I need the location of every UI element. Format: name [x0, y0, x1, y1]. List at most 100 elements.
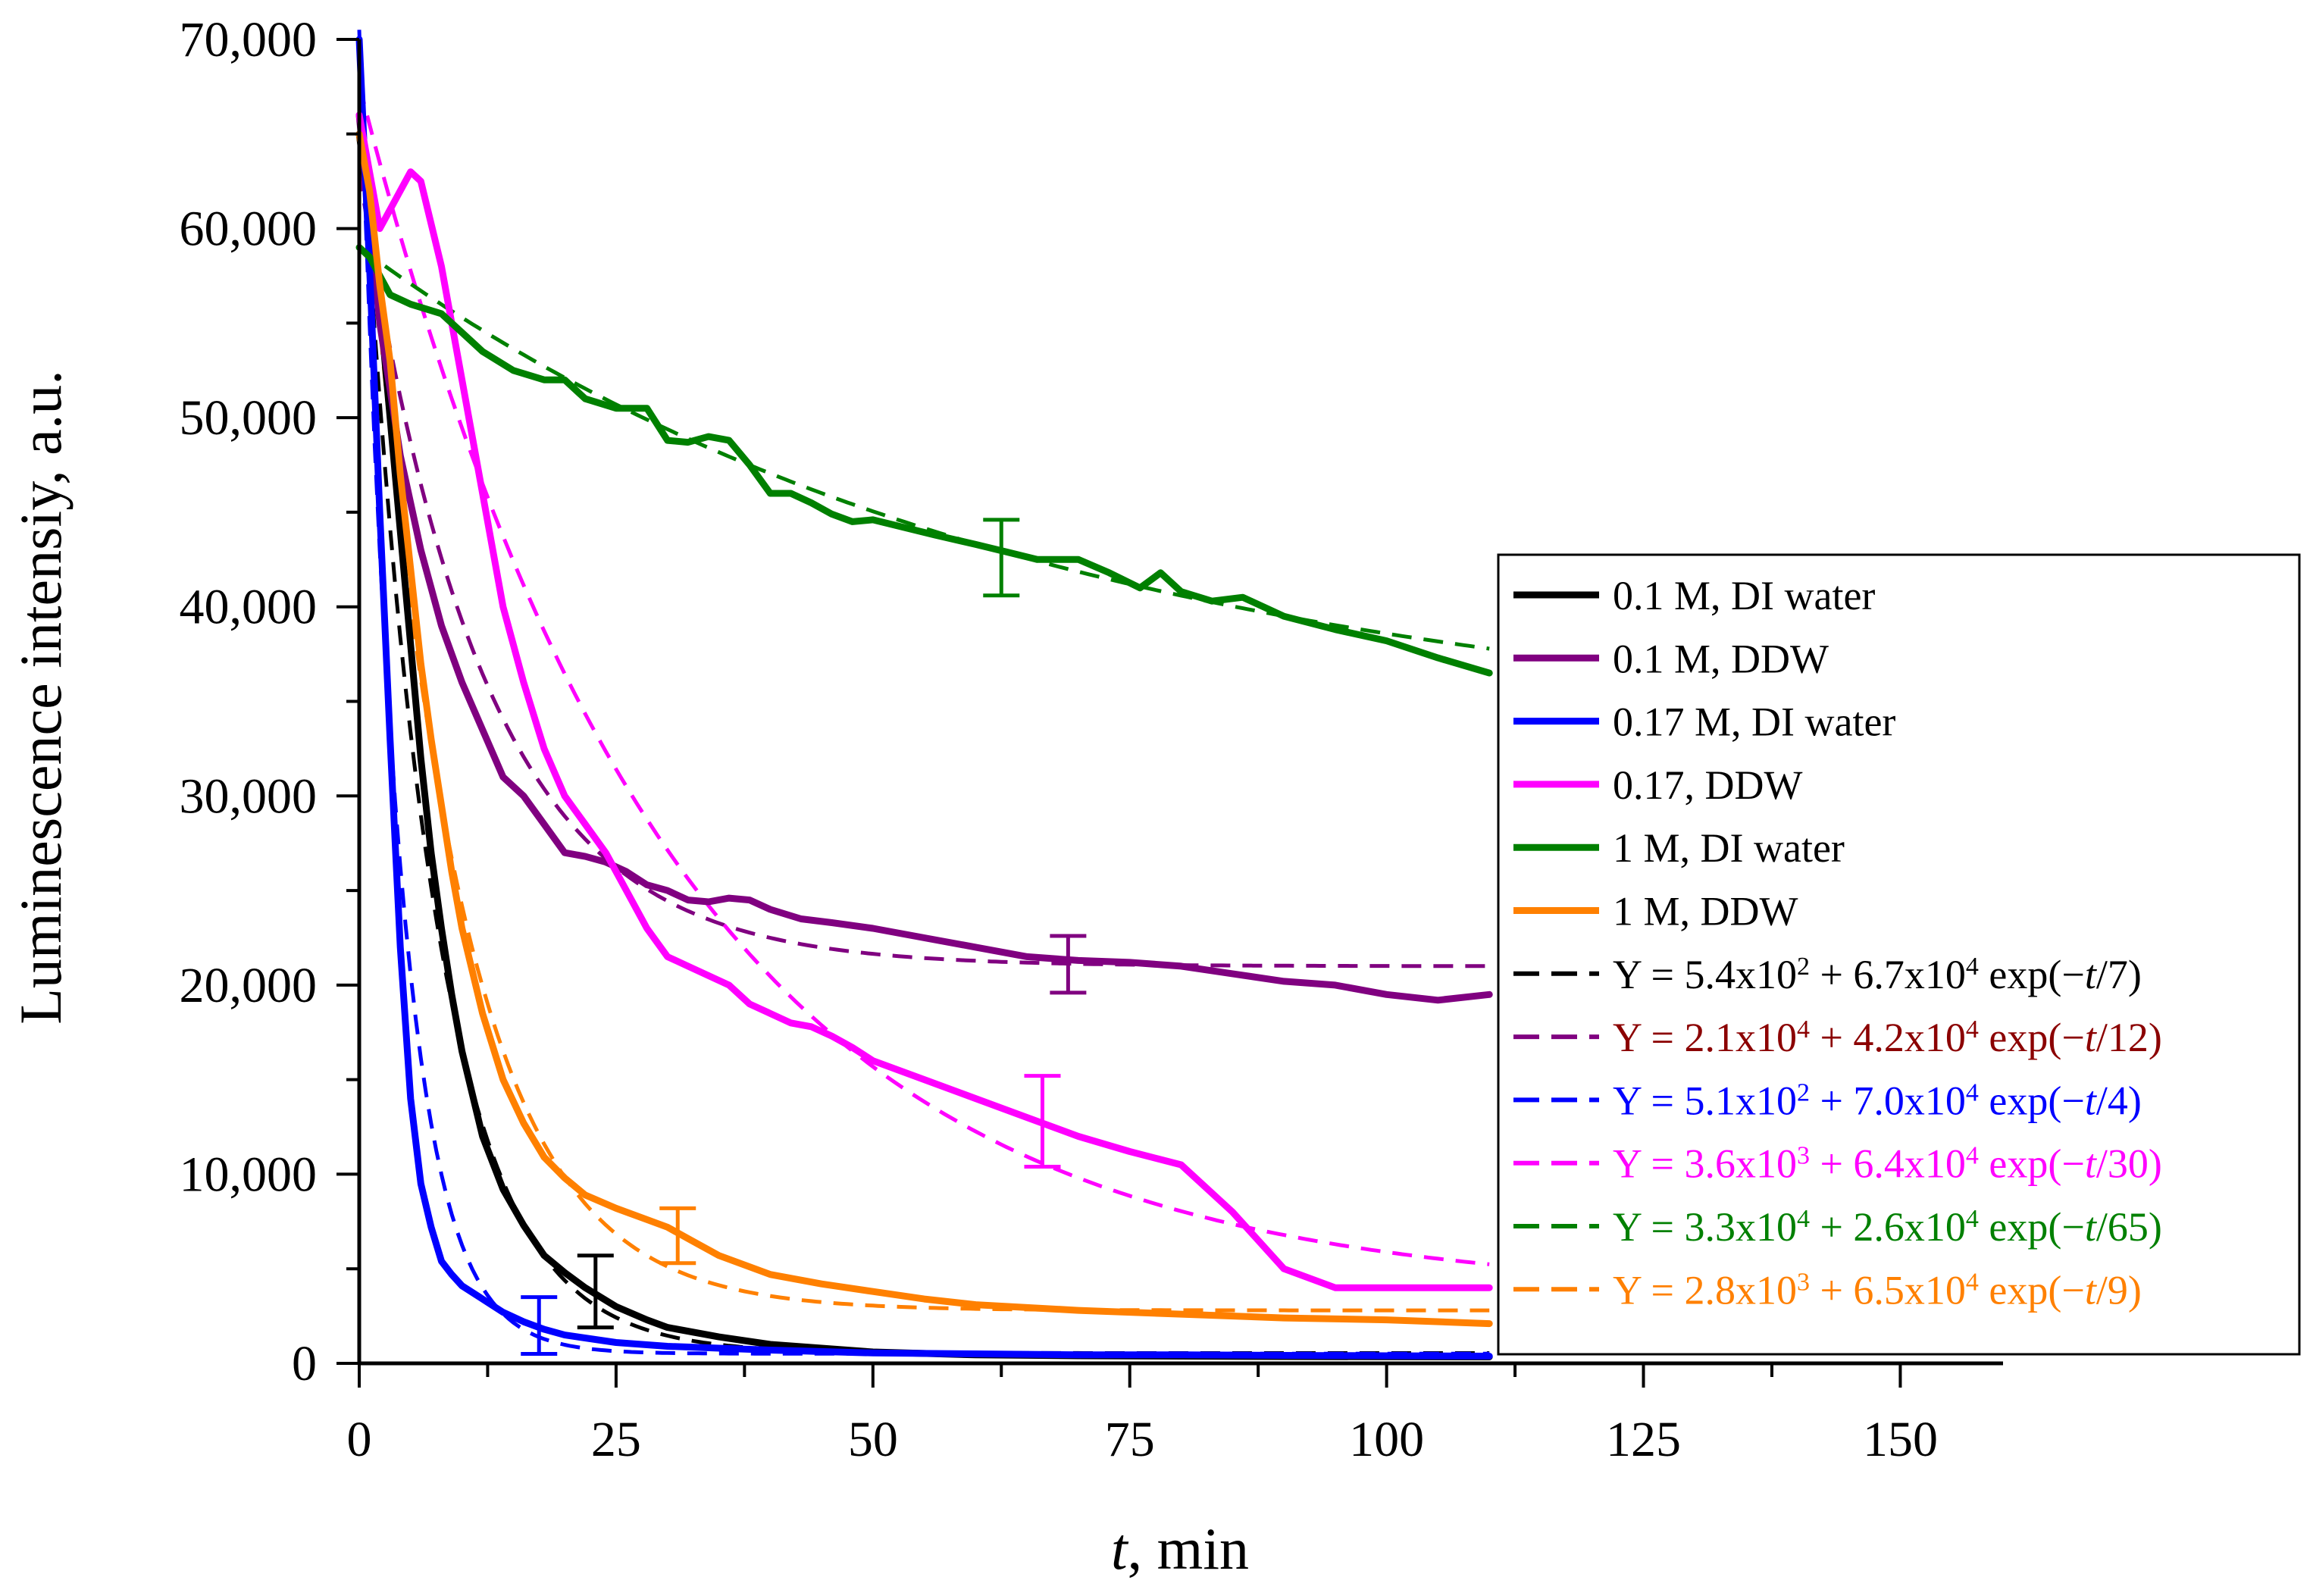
- legend-item: 1 M, DI water: [1513, 825, 1845, 871]
- legend: 0.1 M, DI water 0.1 M, DDW 0.17 M, DI wate…: [1497, 553, 2301, 1356]
- legend-label-part: /9): [2096, 1267, 2142, 1313]
- legend-label: 1 M, DI water: [1613, 825, 1845, 871]
- legend-label-part: Y = 2.1x10: [1613, 1015, 1797, 1060]
- legend-exponent: 3: [1797, 1141, 1810, 1169]
- fit-curve-4: [357, 84, 1490, 1266]
- legend-exponent: 4: [1966, 1268, 1979, 1296]
- legend-label-part: t: [2085, 1141, 2098, 1187]
- legend-label-part: Y = 5.1x10: [1613, 1078, 1797, 1123]
- data-series: [355, 36, 1493, 1360]
- legend-label-part: t: [2085, 1267, 2098, 1313]
- legend-label-part: Y = 3.6x10: [1613, 1141, 1797, 1187]
- legend-label: 0.17, DDW: [1613, 762, 1802, 808]
- legend-label-part: t: [2085, 1015, 2098, 1060]
- x-axis-title-variable: t: [1111, 1516, 1129, 1582]
- legend-label-part: + 4.2x10: [1810, 1015, 1966, 1060]
- fit-curve-2: [357, 171, 1490, 969]
- fit-curve-6: [357, 80, 1490, 1313]
- series-line-1-m-ddw: [355, 130, 1493, 1328]
- legend-label-part: t: [2085, 1204, 2098, 1250]
- legend-label: Y = 3.6x103 + 6.4x104 exp(−t/30): [1613, 1141, 2162, 1187]
- legend-label: 0.1 M, DDW: [1613, 636, 1829, 681]
- legend-item: Y = 3.3x104 + 2.6x104 exp(−t/65): [1513, 1204, 2162, 1250]
- legend-item: 0.17 M, DI water: [1513, 699, 1895, 745]
- legend-exponent: 3: [1797, 1268, 1810, 1296]
- y-tick-label: 50,000: [180, 390, 318, 446]
- legend-label: 1 M, DDW: [1613, 889, 1798, 934]
- y-tick-label: 10,000: [180, 1147, 318, 1202]
- legend-box: [1497, 553, 2301, 1356]
- fit-curve-5: [358, 246, 1490, 651]
- legend-label-part: t: [2085, 952, 2098, 997]
- legend-item: Y = 3.6x103 + 6.4x104 exp(−t/30): [1513, 1141, 2162, 1187]
- legend-item: Y = 2.1x104 + 4.2x104 exp(−t/12): [1513, 1015, 2162, 1060]
- legend-label: Y = 2.1x104 + 4.2x104 exp(−t/12): [1613, 1015, 2162, 1060]
- series-line-1-m-di-water: [355, 244, 1493, 677]
- legend-label-part: /7): [2096, 952, 2142, 997]
- y-tick-label: 70,000: [180, 12, 318, 67]
- legend-label: Y = 5.4x102 + 6.7x104 exp(−t/7): [1613, 952, 2142, 997]
- x-tick-label: 125: [1606, 1412, 1681, 1467]
- error-bar-1-m-ddw: [659, 1206, 696, 1266]
- legend-item: Y = 2.8x103 + 6.5x104 exp(−t/9): [1513, 1267, 2142, 1313]
- y-axis-title: Luminescence intensiy, a.u.: [8, 370, 74, 1024]
- x-axis-title-unit: , min: [1128, 1516, 1249, 1582]
- legend-exponent: 4: [1797, 1205, 1810, 1233]
- x-tick-label: 100: [1349, 1412, 1424, 1467]
- legend-label-part: exp(−: [1979, 1267, 2085, 1313]
- legend-exponent: 4: [1966, 952, 1979, 980]
- series-line-0-1-m-ddw: [355, 111, 1493, 1004]
- legend-label-part: exp(−: [1979, 1204, 2085, 1250]
- y-tick-label: 30,000: [180, 768, 318, 824]
- axes: 0 25 50 75 100 125 150 0 10,000 20,000 30,000 40,00…: [8, 12, 2003, 1582]
- legend-label-part: /12): [2096, 1015, 2162, 1060]
- legend-label-part: + 7.0x10: [1810, 1078, 1966, 1123]
- series-line-0-17-ddw: [355, 111, 1493, 1291]
- legend-label: Y = 5.1x102 + 7.0x104 exp(−t/4): [1613, 1078, 2142, 1123]
- error-bar-0-1-m-di-water: [577, 1253, 614, 1330]
- error-bar-0-17-ddw: [1024, 1074, 1061, 1169]
- x-axis-title: t, min: [1111, 1516, 1249, 1582]
- series-line-0-1-m-di-water: [355, 130, 1493, 1360]
- x-tick-label: 0: [347, 1412, 372, 1467]
- y-tick-label: 0: [292, 1336, 317, 1391]
- y-tick-label: 20,000: [180, 958, 318, 1013]
- legend-label-part: /65): [2096, 1204, 2162, 1250]
- legend-exponent: 2: [1797, 952, 1810, 980]
- legend-label-part: exp(−: [1979, 952, 2085, 997]
- legend-label-part: exp(−: [1979, 1141, 2085, 1187]
- legend-label: Y = 3.3x104 + 2.6x104 exp(−t/65): [1613, 1204, 2162, 1250]
- legend-item: Y = 5.4x102 + 6.7x104 exp(−t/7): [1513, 952, 2142, 997]
- legend-label-part: t: [2085, 1078, 2098, 1123]
- fit-curve-1: [357, 86, 1490, 1355]
- legend-label: 0.17 M, DI water: [1613, 699, 1895, 745]
- y-tick-label: 60,000: [180, 202, 318, 257]
- legend-item: 1 M, DDW: [1513, 889, 1798, 934]
- legend-label: Y = 2.8x103 + 6.5x104 exp(−t/9): [1613, 1267, 2142, 1313]
- legend-exponent: 4: [1797, 1015, 1810, 1044]
- legend-exponent: 2: [1797, 1078, 1810, 1106]
- y-tick-label: 40,000: [180, 580, 318, 635]
- legend-item: 0.1 M, DI water: [1513, 573, 1875, 618]
- x-tick-label: 150: [1863, 1412, 1938, 1467]
- legend-label-part: + 6.4x10: [1810, 1141, 1966, 1187]
- error-bars: [521, 518, 1087, 1357]
- legend-exponent: 4: [1966, 1205, 1979, 1233]
- legend-label-part: + 2.6x10: [1810, 1204, 1966, 1250]
- x-tick-label: 50: [848, 1412, 898, 1467]
- error-bar-0-1-m-ddw: [1050, 934, 1087, 995]
- legend-label-part: + 6.7x10: [1810, 952, 1966, 997]
- x-tick-label: 75: [1105, 1412, 1155, 1467]
- legend-exponent: 4: [1966, 1015, 1979, 1044]
- legend-label-part: exp(−: [1979, 1078, 2085, 1123]
- legend-label-part: /30): [2096, 1141, 2162, 1187]
- x-tick-label: 25: [591, 1412, 641, 1467]
- series-line-0-17-m-di-water: [355, 36, 1493, 1360]
- legend-item: 0.1 M, DDW: [1513, 636, 1829, 681]
- legend-label-part: Y = 5.4x10: [1613, 952, 1797, 997]
- legend-exponent: 4: [1966, 1078, 1979, 1106]
- legend-label-part: exp(−: [1979, 1015, 2085, 1060]
- legend-label-part: Y = 2.8x10: [1613, 1267, 1797, 1313]
- legend-item: 0.17, DDW: [1513, 762, 1802, 808]
